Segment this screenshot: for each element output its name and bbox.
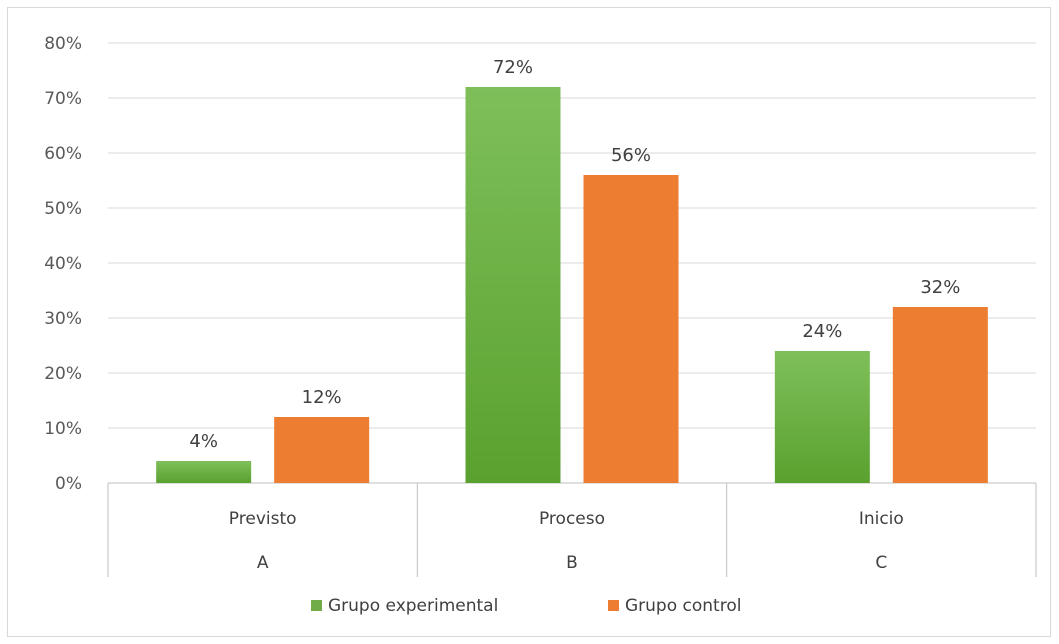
data-label: 56% — [611, 145, 651, 166]
legend-swatch-experimental — [311, 600, 322, 611]
y-tick-label: 10% — [44, 419, 82, 439]
data-label: 4% — [189, 431, 218, 452]
x-category-label: Previsto — [229, 509, 297, 529]
y-tick-label: 0% — [55, 474, 82, 494]
bar-control — [274, 417, 370, 483]
y-tick-label: 50% — [44, 199, 82, 219]
bar-experimental — [156, 461, 252, 483]
y-tick-label: 20% — [44, 364, 82, 384]
legend-label-experimental: Grupo experimental — [328, 596, 498, 616]
data-label: 24% — [802, 321, 842, 342]
legend: Grupo experimental Grupo control — [311, 596, 741, 616]
y-tick-label: 80% — [44, 34, 82, 54]
y-tick-label: 60% — [44, 144, 82, 164]
y-tick-label: 40% — [44, 254, 82, 274]
data-label: 32% — [920, 277, 960, 298]
y-tick-label: 70% — [44, 89, 82, 109]
y-tick-label: 30% — [44, 309, 82, 329]
bar-control — [583, 175, 679, 483]
bar-control — [892, 307, 988, 483]
x-group-label: A — [257, 553, 269, 573]
axes: 0% 10% 20% 30% 40% 50% 60% 70% 80% Previsto A Proce… — [44, 34, 1037, 577]
x-category-label: Proceso — [539, 509, 605, 529]
x-group-label: C — [875, 553, 887, 573]
data-label: 72% — [493, 57, 533, 78]
bar-experimental — [465, 87, 561, 483]
bars — [156, 87, 988, 483]
data-label: 12% — [302, 387, 342, 408]
legend-swatch-control — [608, 600, 619, 611]
legend-label-control: Grupo control — [625, 596, 741, 616]
x-category-label: Inicio — [859, 509, 904, 529]
x-group-label: B — [566, 553, 578, 573]
data-labels: 4% 72% 24% 12% 56% 32% — [189, 57, 960, 452]
bar-experimental — [774, 351, 870, 483]
gridlines — [108, 42, 1036, 429]
